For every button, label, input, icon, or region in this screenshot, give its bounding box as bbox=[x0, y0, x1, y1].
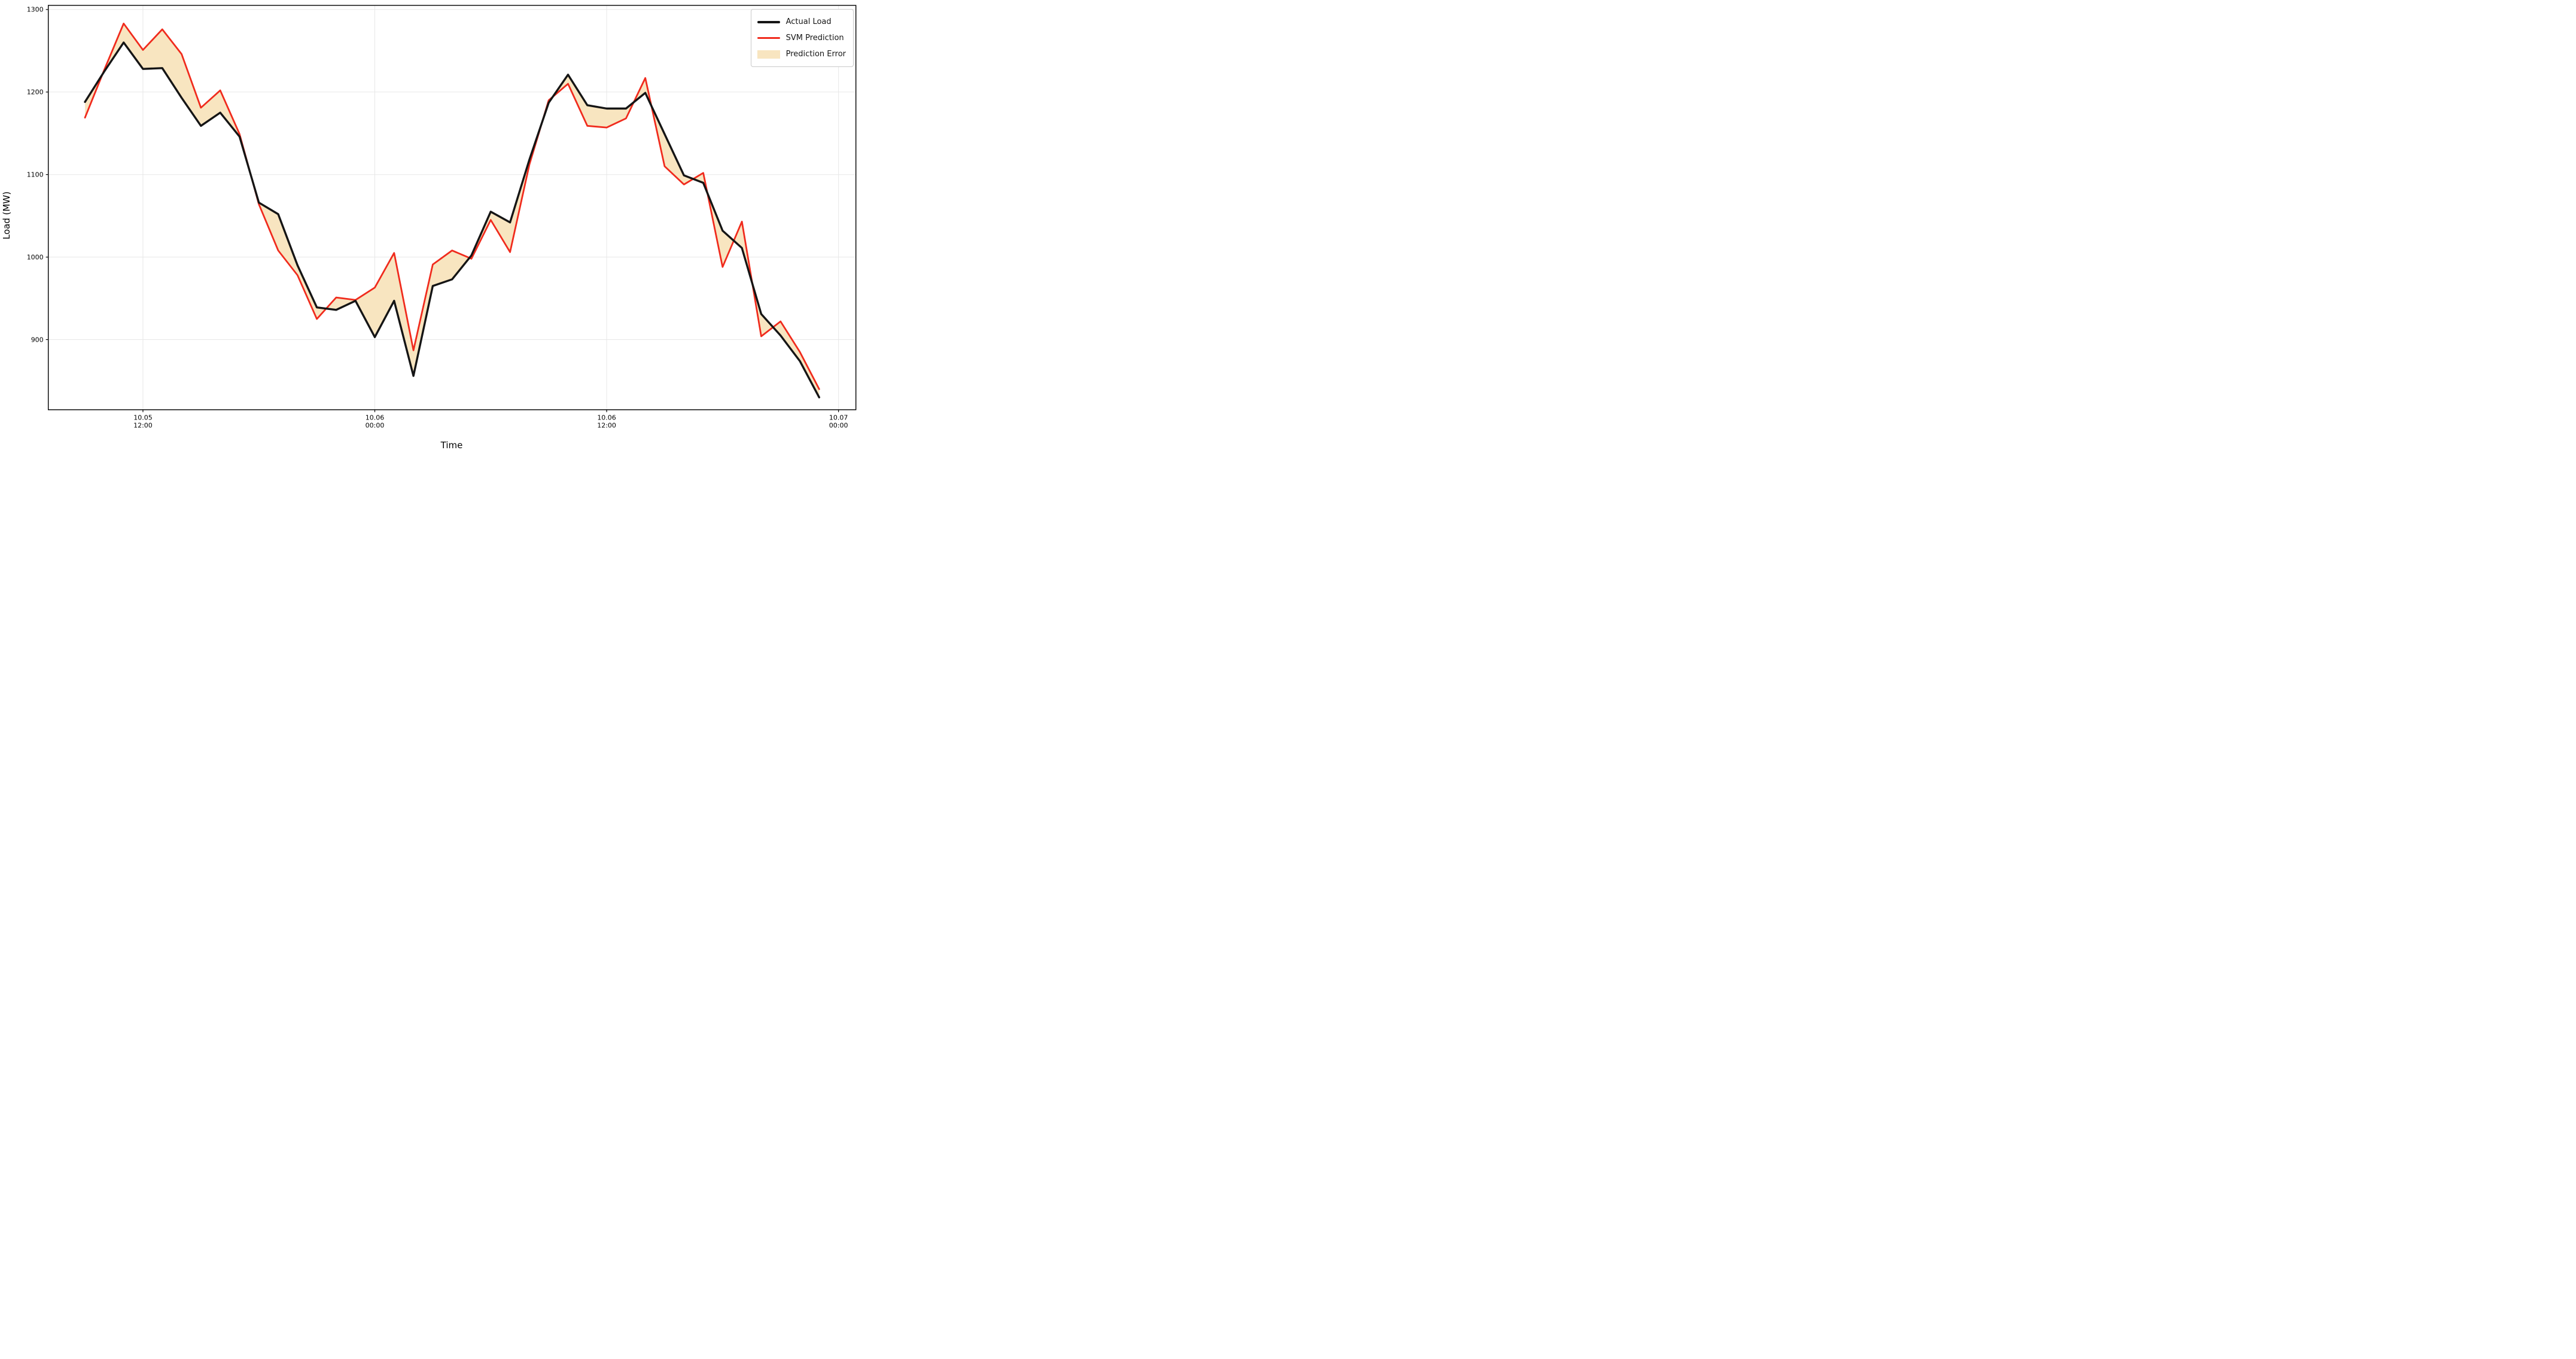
svm-prediction-line bbox=[84, 22, 820, 390]
actual-load-line-swatch bbox=[757, 20, 780, 23]
legend-item-prediction-error: Prediction Error bbox=[757, 46, 846, 62]
x-tick-label: 12:00 bbox=[133, 422, 153, 430]
x-axis-label: Time bbox=[440, 440, 463, 451]
axes-spines bbox=[47, 5, 857, 411]
legend-item-actual-load: Actual Load bbox=[757, 14, 846, 30]
x-tick-label: 00:00 bbox=[366, 422, 385, 430]
axis-ticks-and-labels: 900100011001200130010.0512:0010.0600:001… bbox=[27, 6, 848, 430]
y-tick-label: 1200 bbox=[27, 89, 44, 96]
x-tick-label: 12:00 bbox=[597, 422, 616, 430]
legend-label: Actual Load bbox=[785, 17, 832, 26]
x-tick-label: 00:00 bbox=[829, 422, 848, 430]
x-tick-label: 10.06 bbox=[366, 414, 385, 422]
y-tick-label: 900 bbox=[31, 336, 44, 343]
legend-label: Prediction Error bbox=[785, 50, 846, 59]
y-tick-label: 1300 bbox=[27, 6, 44, 14]
x-tick-label: 10.06 bbox=[597, 414, 616, 422]
prediction-error-patch-swatch bbox=[757, 50, 780, 59]
y-axis-label: Load (MW) bbox=[1, 191, 12, 240]
prediction-error-area bbox=[85, 23, 820, 398]
svm-prediction-line-swatch bbox=[757, 37, 780, 39]
legend: Actual Load SVM Prediction Prediction Er… bbox=[750, 9, 854, 67]
load-forecast-figure: 900 1000 1100 1200 1300 10.05 12:00 10.06 00:00 1… bbox=[0, 0, 858, 453]
x-tick-label: 10.05 bbox=[133, 414, 153, 422]
chart-canvas: 900100011001200130010.0512:0010.0600:001… bbox=[27, 5, 857, 430]
actual-load-line bbox=[84, 41, 821, 399]
x-tick-label: 10.07 bbox=[829, 414, 848, 422]
legend-item-svm-prediction: SVM Prediction bbox=[757, 30, 846, 46]
legend-label: SVM Prediction bbox=[785, 34, 844, 42]
y-tick-label: 1000 bbox=[27, 253, 44, 261]
y-tick-label: 1100 bbox=[27, 171, 44, 178]
